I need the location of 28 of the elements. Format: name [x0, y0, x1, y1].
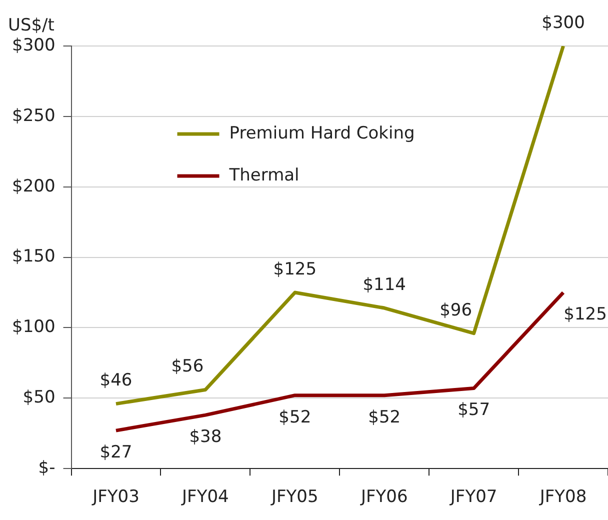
- y-tick-label: $250: [12, 106, 56, 126]
- legend-label: Thermal: [228, 165, 300, 186]
- data-label: $114: [362, 274, 406, 295]
- data-label: $46: [100, 370, 132, 391]
- x-tick-label: JFY06: [360, 487, 408, 508]
- x-tick-label: JFY03: [92, 487, 140, 508]
- data-label: $125: [273, 259, 317, 280]
- x-tick-label: JFY08: [538, 487, 587, 508]
- data-label: $27: [100, 442, 132, 462]
- y-tick-label: $50: [22, 388, 56, 408]
- y-tick-label: $-: [38, 458, 56, 478]
- y-tick-label: $200: [12, 176, 56, 196]
- x-tick-label: JFY04: [181, 487, 229, 508]
- data-label: $52: [278, 407, 312, 428]
- x-tick-label: JFY07: [449, 487, 498, 508]
- data-label: $57: [458, 400, 490, 420]
- y-tick-label: $300: [12, 35, 56, 56]
- data-label: $38: [189, 426, 222, 447]
- data-label: $52: [368, 407, 401, 428]
- data-label: $125: [564, 304, 607, 324]
- x-tick-label: JFY05: [270, 487, 318, 508]
- legend-label: Premium Hard Coking: [229, 123, 415, 144]
- y-tick-label: $150: [12, 246, 56, 267]
- data-label: $56: [171, 356, 204, 377]
- data-label: $300: [542, 12, 585, 33]
- y-tick-label: $100: [12, 317, 56, 338]
- y-axis-title: US$/t: [8, 15, 55, 36]
- data-label: $96: [440, 300, 472, 320]
